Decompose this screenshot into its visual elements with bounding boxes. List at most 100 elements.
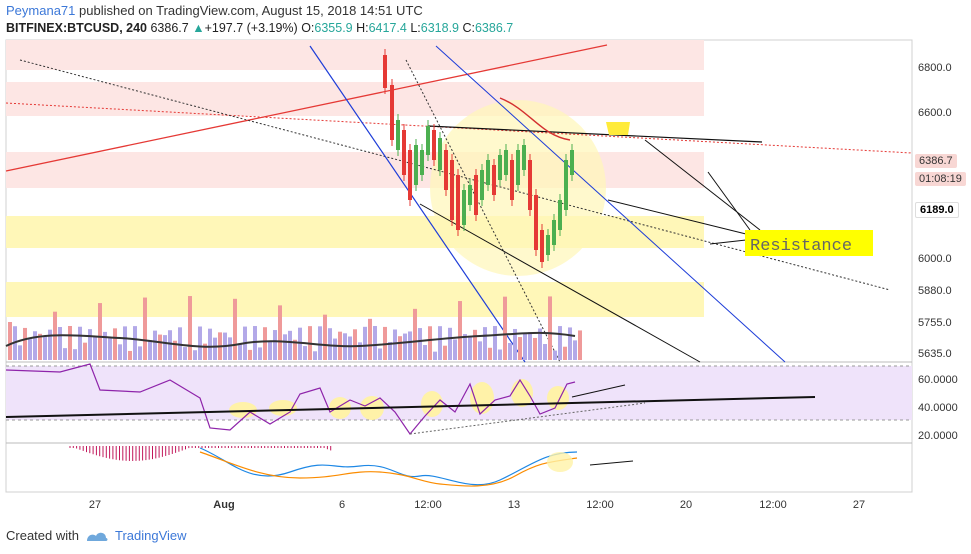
rsi-highlight-1: [229, 402, 257, 418]
volume-bar: [543, 344, 547, 360]
macd-histogram: [69, 446, 332, 461]
time-tick-1200-a: 12:00: [414, 499, 442, 511]
created-with-text: Created with: [6, 528, 79, 543]
price-tick-5635: 5635.0: [918, 348, 952, 360]
volume-bar: [268, 341, 272, 360]
volume-bar: [213, 337, 217, 360]
arrow-2: [707, 171, 751, 231]
volume-bar: [373, 326, 377, 360]
volume-bar: [458, 301, 462, 360]
blue-channel-line-1[interactable]: [309, 45, 526, 363]
volume-bar: [363, 326, 367, 360]
volume-bar: [353, 329, 357, 360]
ohlc-legend: BITFINEX:BTCUSD, 240 6386.7 ▲+197.7 (+3.…: [6, 21, 513, 35]
zone-6800: [6, 40, 704, 70]
arrow-4: [709, 239, 747, 245]
volume-bar: [513, 328, 517, 360]
volume-bar: [408, 331, 412, 360]
volume-bar: [68, 326, 72, 360]
volume-bar: [293, 339, 297, 360]
price-tick-5880: 5880.0: [918, 285, 952, 297]
volume-bar: [538, 328, 542, 360]
volume-bar: [428, 326, 432, 360]
volume-bar: [163, 335, 167, 360]
resistance-label: Resistance: [750, 237, 852, 256]
volume-bar: [233, 298, 237, 360]
volume-bar: [88, 329, 92, 360]
red-trendline[interactable]: [5, 44, 608, 172]
volume-bar: [303, 346, 307, 360]
volume-bar: [548, 296, 552, 360]
volume-bar: [483, 327, 487, 360]
time-tick-1200-b: 12:00: [586, 499, 614, 511]
change-value: +197.7 (+3.19%): [204, 21, 298, 35]
volume-bar: [23, 327, 27, 360]
author-link[interactable]: Peymana71: [6, 3, 76, 18]
volume-bar: [533, 337, 537, 360]
volume-bar: [468, 335, 472, 360]
volume-bar: [48, 329, 52, 360]
volume-bar: [103, 331, 107, 360]
volume-bar: [273, 330, 277, 360]
volume-bar: [148, 340, 152, 360]
close-label: C:: [462, 21, 475, 35]
macd-highlight: [547, 452, 573, 472]
volume-bar: [368, 318, 372, 360]
volume-bar: [143, 297, 147, 360]
volume-bar: [208, 328, 212, 360]
volume-bar: [133, 326, 137, 360]
rsi-highlight-6: [470, 382, 494, 414]
black-support-line[interactable]: [419, 203, 701, 363]
volume-bar: [193, 350, 197, 360]
volume-bar: [188, 296, 192, 360]
volume-bar: [173, 340, 177, 360]
volume-bar: [448, 327, 452, 360]
rsi-dotted-trendline[interactable]: [409, 402, 646, 435]
tradingview-link[interactable]: TradingView: [114, 528, 187, 543]
rsi-highlight-8: [547, 386, 569, 410]
volume-bar: [153, 330, 157, 360]
rsi-band: [6, 366, 912, 420]
volume-bar: [33, 331, 37, 360]
volume-bar: [63, 348, 67, 360]
high-value: 6417.4: [368, 21, 407, 35]
symbol-label[interactable]: BITFINEX:BTCUSD, 240: [6, 21, 147, 35]
arrow-1: [644, 139, 761, 231]
volume-bar: [323, 314, 327, 360]
macd-arrow: [589, 460, 634, 466]
last-price-tag: 6386.7: [915, 154, 957, 168]
volume-bar: [278, 305, 282, 360]
volume-ma: [5, 331, 576, 348]
volume-bar: [183, 347, 187, 360]
volume-bar: [493, 326, 497, 360]
time-tick-13: 13: [508, 499, 520, 511]
level-tag: 6189.0: [915, 202, 959, 218]
volume-bar: [258, 347, 262, 360]
time-tick-aug: Aug: [213, 499, 234, 511]
time-tick-20: 20: [680, 499, 692, 511]
blue-channel-line-2[interactable]: [435, 45, 786, 363]
signal-line: [199, 451, 578, 487]
rsi-line: [5, 363, 576, 435]
volume-bar: [563, 346, 567, 360]
volume-bar: [413, 308, 417, 360]
volume-bar: [358, 342, 362, 360]
black-resistance-line[interactable]: [427, 125, 763, 143]
volume-bar: [508, 342, 512, 360]
published-text: published on TradingView.com, August 15,…: [79, 3, 423, 18]
volume-bar: [348, 336, 352, 360]
volume-bar: [443, 345, 447, 360]
volume-bar: [43, 335, 47, 360]
publish-info: Peymana71 published on TradingView.com, …: [6, 3, 423, 18]
volume-bar: [333, 338, 337, 360]
rsi-trendline[interactable]: [5, 396, 816, 418]
volume-bar: [498, 349, 502, 360]
black-dotted-steep[interactable]: [405, 59, 561, 363]
volume-bar: [388, 342, 392, 360]
time-tick-1200-c: 12:00: [759, 499, 787, 511]
last-price: 6386.7: [150, 21, 189, 35]
volume-group: [8, 296, 582, 360]
volume-bar: [523, 332, 527, 360]
high-label: H:: [356, 21, 369, 35]
